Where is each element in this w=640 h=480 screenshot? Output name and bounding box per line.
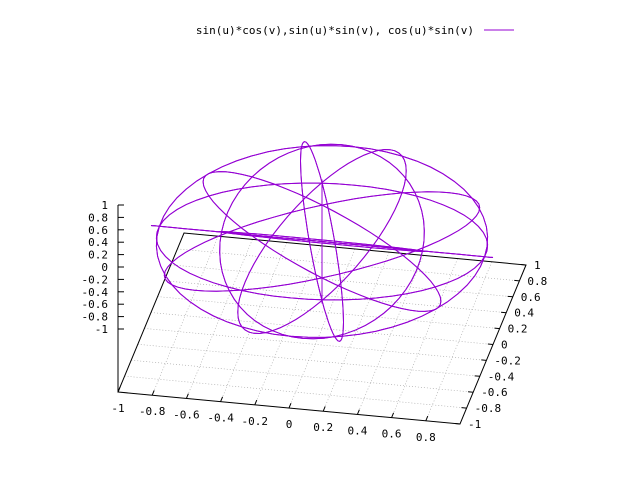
x-tick-mark xyxy=(391,412,395,418)
z-tick-label: 1 xyxy=(101,199,108,212)
x-tick-label: 0.6 xyxy=(382,428,402,441)
x-tick-mark xyxy=(254,399,258,405)
z-tick-label: -0.4 xyxy=(82,286,109,299)
z-tick-label: 0.4 xyxy=(88,236,108,249)
y-tick-label: -0.8 xyxy=(475,402,502,415)
x-tick-label: 0.4 xyxy=(347,424,367,437)
surface-curves xyxy=(150,141,494,342)
axis-layer: 10.80.60.40.20-0.2-0.4-0.6-0.8-1-1 -0.8 -0… xyxy=(82,199,548,444)
x-tick-label: 0.2 xyxy=(313,421,333,434)
z-tick-label: -0.6 xyxy=(82,298,109,311)
x-tick-label: 0.8 xyxy=(416,431,436,444)
x-tick-mark xyxy=(322,406,326,412)
y-tick-label: -0.4 xyxy=(488,370,515,383)
isoline-v xyxy=(150,225,494,258)
x-tick-mark xyxy=(356,409,360,415)
grid-line-y xyxy=(177,248,520,282)
grid-line-y xyxy=(150,312,494,345)
y-tick-label: 0 xyxy=(501,339,508,352)
x-tick-mark xyxy=(185,393,189,399)
y-tick-label: 0.2 xyxy=(508,323,528,336)
y-tick-label: 0.4 xyxy=(514,307,534,320)
grid-line-x xyxy=(254,245,322,405)
x-tick-label: -0.6 xyxy=(173,408,200,421)
grid-line-y xyxy=(164,280,507,313)
x-tick-mark xyxy=(220,396,224,402)
z-tick-label: -0.8 xyxy=(82,311,109,324)
x-tick-label: -0.2 xyxy=(242,415,269,428)
grid-line-y xyxy=(170,264,513,298)
grid-line-x xyxy=(322,252,390,412)
x-tick-mark xyxy=(425,415,429,421)
isoline-v xyxy=(299,141,345,342)
x-tick-label: -0.8 xyxy=(139,405,166,418)
grid-line-x xyxy=(151,236,219,396)
x-tick-label: 0 xyxy=(286,418,293,431)
z-tick-label: -0.2 xyxy=(82,273,109,286)
y-tick-label: 0.6 xyxy=(521,291,541,304)
legend: sin(u)*cos(v),sin(u)*sin(v), cos(u)*sin(… xyxy=(196,24,514,37)
grid-line-x xyxy=(220,242,287,402)
x-tick-mark xyxy=(117,387,121,393)
z-tick-label: -1 xyxy=(95,323,108,336)
z-tick-label: 0.8 xyxy=(88,211,108,224)
z-tick-label: 0 xyxy=(101,261,108,274)
x-tick-label: -1 xyxy=(111,402,124,415)
grid-line-y xyxy=(131,359,474,393)
grid-line-y xyxy=(144,328,487,361)
y-tick-label: -1 xyxy=(468,418,481,431)
x-tick-mark xyxy=(288,403,292,409)
x-tick-label: -0.4 xyxy=(207,412,234,425)
isoline-v xyxy=(202,171,442,312)
z-tick-label: 0.2 xyxy=(88,249,108,262)
grid-line-y xyxy=(157,296,500,329)
y-tick-label: 1 xyxy=(534,259,541,272)
y-tick-label: 0.8 xyxy=(527,275,547,288)
y-tick-label: -0.2 xyxy=(494,354,521,367)
x-tick-mark xyxy=(151,390,155,396)
grid-layer xyxy=(117,232,527,425)
legend-label: sin(u)*cos(v),sin(u)*sin(v), cos(u)*sin(… xyxy=(196,24,474,37)
y-tick-label: -0.6 xyxy=(481,386,508,399)
grid-line-y xyxy=(124,375,467,409)
z-tick-label: 0.6 xyxy=(88,224,108,237)
